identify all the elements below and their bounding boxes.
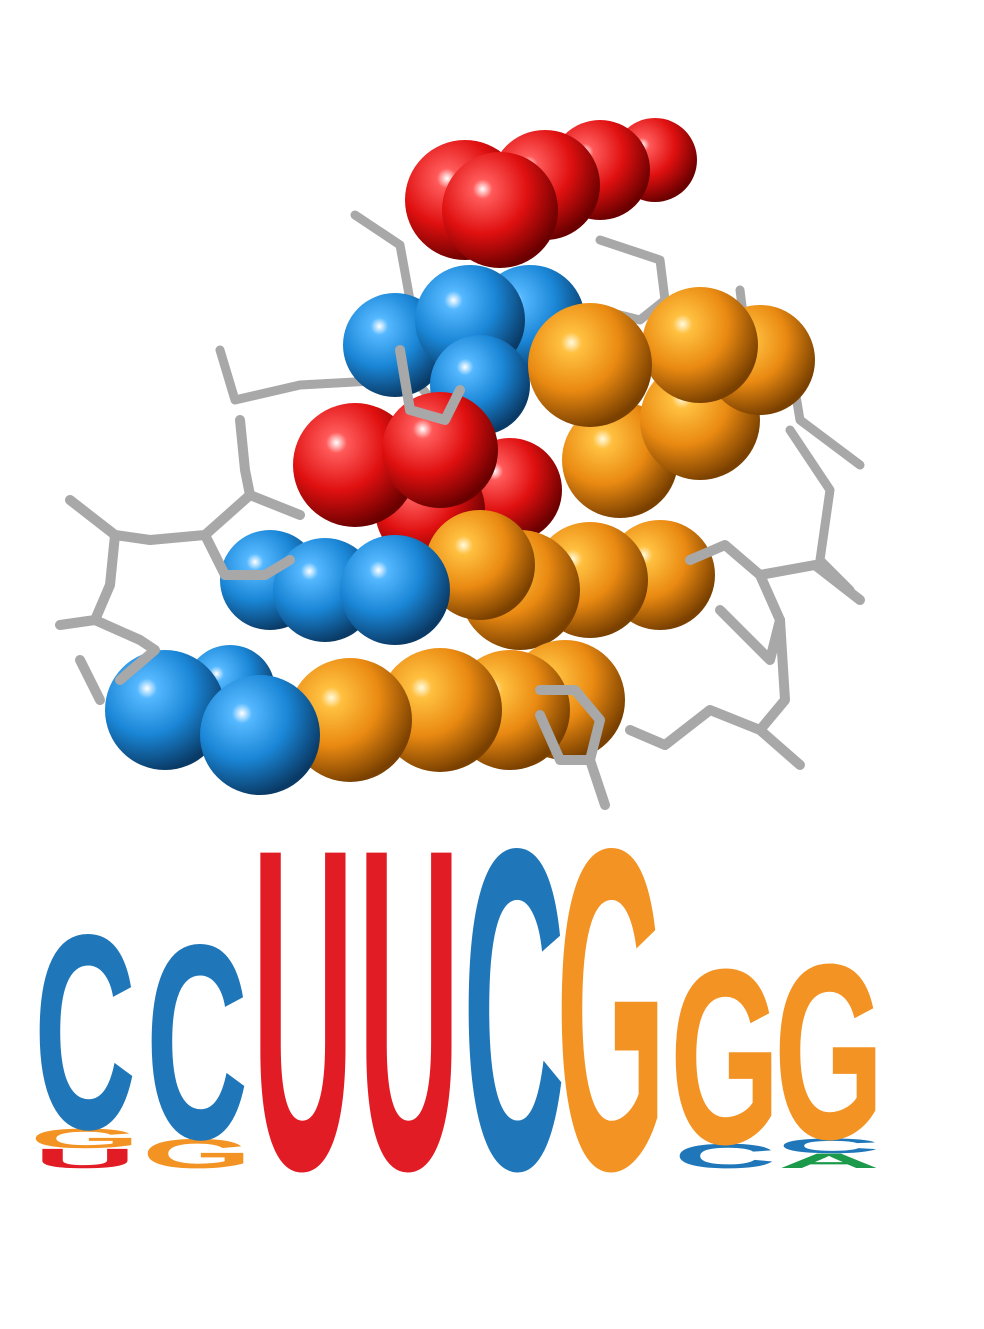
logo-letter-1-u: U <box>34 1143 136 1174</box>
logo-letter-4-u: U <box>358 753 460 1265</box>
base-orange-upper <box>528 287 815 518</box>
logo-letter-6-g: G <box>556 753 666 1265</box>
rna-hairpin-structure <box>55 118 865 810</box>
base-red-top <box>405 118 697 268</box>
base-blue-bottom <box>105 645 320 795</box>
logo-letter-8-c: C <box>778 1134 880 1157</box>
logo-letter-7-g: G <box>670 918 780 1197</box>
sugar-phosphate-backbone-front <box>55 345 865 810</box>
logo-letter-8-a: A <box>778 1149 880 1172</box>
logo-letter-1-c: C <box>34 876 136 1187</box>
logo-letter-3-u: U <box>252 753 354 1265</box>
base-blue-middle <box>220 530 450 645</box>
nucleotide-base-spheres <box>105 118 815 795</box>
logo-letter-8-g: G <box>774 913 884 1192</box>
logo-letter-2-g: G <box>142 1130 252 1177</box>
logo-letter-5-c: C <box>463 753 565 1265</box>
base-orange-middle <box>425 510 715 650</box>
logo-letter-7-c: C <box>674 1137 776 1176</box>
logo-letter-1-g: G <box>30 1123 140 1154</box>
base-orange-bottom <box>288 640 625 782</box>
logo-letter-2-c: C <box>146 886 248 1197</box>
